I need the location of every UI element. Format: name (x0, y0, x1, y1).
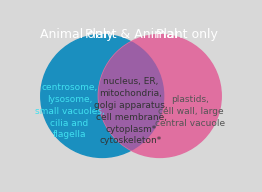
Text: centrosome,
lysosome,
small vacuoles,
cilia and
flagella: centrosome, lysosome, small vacuoles, ci… (35, 83, 105, 139)
Circle shape (41, 35, 164, 157)
Text: Plant & Animal: Plant & Animal (85, 28, 177, 41)
Text: nucleus, ER,
mitochondria,
golgi apparatus,
cell membrane,
cytoplasm*
cytoskelet: nucleus, ER, mitochondria, golgi apparat… (94, 77, 168, 145)
Circle shape (41, 35, 164, 157)
Text: Plant only: Plant only (156, 28, 218, 41)
Text: plastids,
cell wall, large
central vacuole: plastids, cell wall, large central vacuo… (155, 95, 226, 128)
Text: Animal only: Animal only (40, 28, 114, 41)
Circle shape (98, 35, 221, 157)
